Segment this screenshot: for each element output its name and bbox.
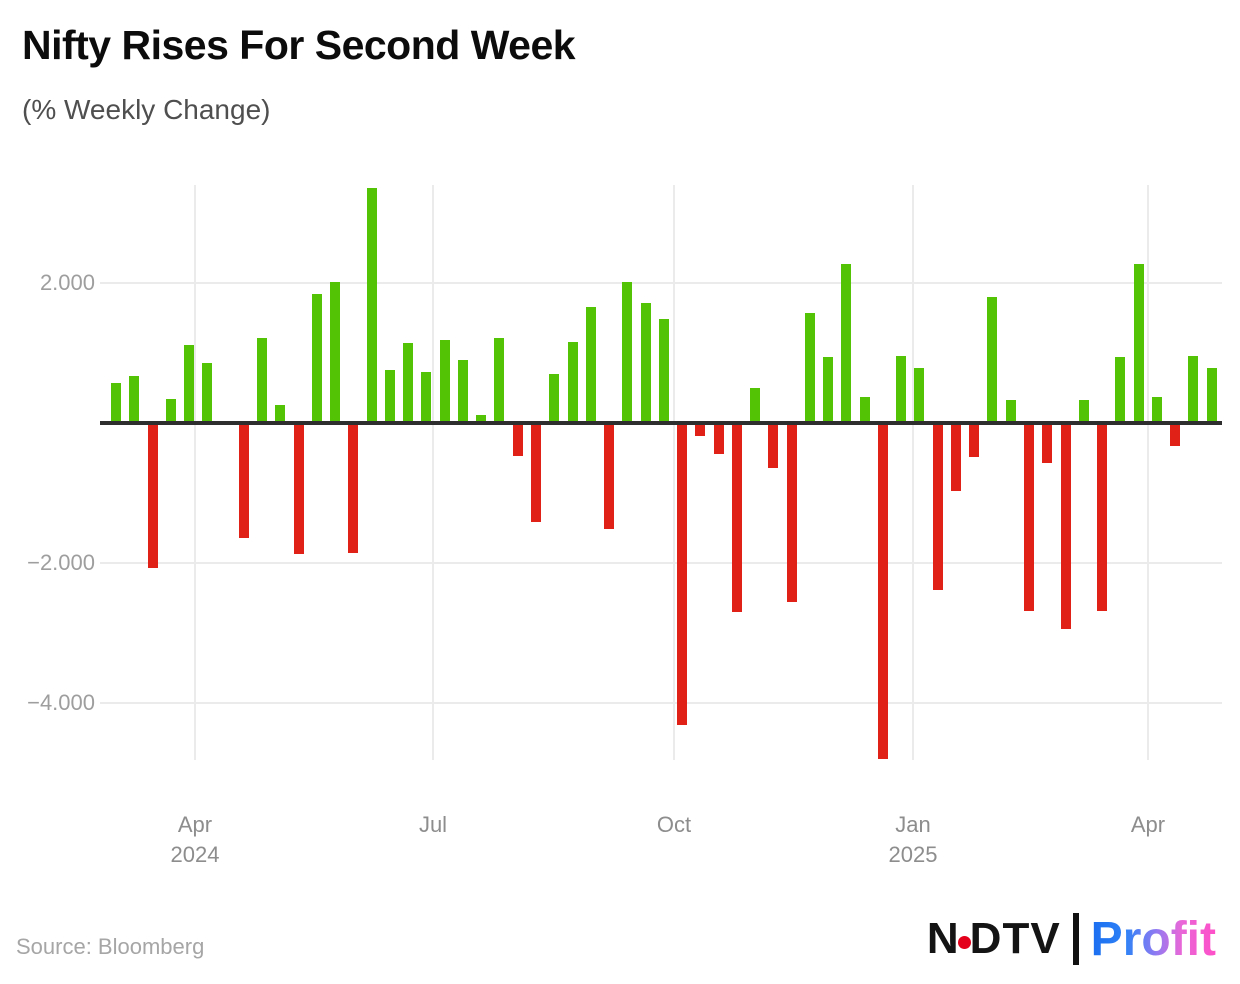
bar-week-2	[129, 376, 139, 423]
bar-week-37	[768, 423, 778, 468]
bar-week-56	[1115, 357, 1125, 423]
gridline-x-Apr	[1147, 185, 1149, 760]
gridline-x-Oct	[673, 185, 675, 760]
bar-week-44	[896, 356, 906, 423]
bar-week-48	[969, 423, 979, 457]
bar-week-26	[568, 342, 578, 423]
bar-week-24	[531, 423, 541, 522]
source-label: Source: Bloomberg	[16, 934, 205, 959]
logo-divider	[1072, 913, 1079, 965]
bar-week-17	[403, 343, 413, 423]
x-tick-month-Apr: Apr	[177, 812, 213, 837]
bar-week-51	[1024, 423, 1034, 611]
bar-week-53	[1061, 423, 1071, 629]
bar-week-21	[476, 415, 486, 423]
bar-week-3	[148, 423, 158, 568]
bar-week-49	[987, 297, 997, 423]
bar-week-47	[951, 423, 961, 491]
x-tick-Jan: Jan 2025	[843, 810, 983, 870]
x-tick-Jul: Jul	[363, 810, 503, 840]
y-tick-label-−4.000: −4.000	[27, 690, 95, 715]
x-tick-Oct: Oct	[604, 810, 744, 840]
bar-week-59	[1170, 423, 1180, 446]
bar-week-5	[184, 345, 194, 423]
bar-week-13	[330, 282, 340, 423]
bar-week-6	[202, 363, 212, 423]
bar-week-52	[1042, 423, 1052, 463]
bar-week-42	[860, 397, 870, 423]
bar-week-23	[513, 423, 523, 456]
bar-week-30	[641, 303, 651, 423]
bar-week-9	[257, 338, 267, 423]
bar-week-8	[239, 423, 249, 538]
bar-week-18	[421, 372, 431, 423]
bar-week-20	[458, 360, 468, 423]
bar-week-41	[841, 264, 851, 423]
x-tick-Apr: Apr 2024	[125, 810, 265, 870]
bar-week-33	[695, 423, 705, 436]
ndtv-red-dot-icon	[957, 935, 971, 949]
bar-week-19	[440, 340, 450, 423]
bar-week-36	[750, 388, 760, 423]
gridline-y-−2.000	[100, 562, 1222, 564]
gridline-x-Apr	[194, 185, 196, 760]
zero-axis-line	[100, 421, 1222, 425]
bar-week-14	[348, 423, 358, 553]
bar-week-50	[1006, 400, 1016, 423]
y-tick-label-−2.000: −2.000	[27, 550, 95, 575]
bar-week-45	[914, 368, 924, 423]
bar-week-10	[275, 405, 285, 423]
y-tick-label-2.000: 2.000	[39, 270, 95, 295]
ndtv-profit-logo: N DTV Profit	[927, 908, 1216, 970]
bar-week-61	[1207, 368, 1217, 423]
chart-title: Nifty Rises For Second Week	[22, 22, 576, 68]
bar-week-40	[823, 357, 833, 423]
bar-week-27	[586, 307, 596, 423]
bar-week-39	[805, 313, 815, 423]
bar-week-43	[878, 423, 888, 759]
ndtv-letter-n: N	[926, 914, 960, 963]
bar-week-35	[732, 423, 742, 612]
bar-week-38	[787, 423, 797, 602]
bar-week-55	[1097, 423, 1107, 611]
x-tick-month-Oct: Oct	[656, 812, 692, 837]
bar-week-22	[494, 338, 504, 423]
bar-week-58	[1152, 397, 1162, 423]
bar-week-1	[111, 383, 121, 423]
gridline-y-2.000	[100, 282, 1222, 284]
x-tick-month-Jul: Jul	[418, 812, 448, 837]
ndtv-wordmark: N DTV	[927, 914, 1061, 964]
bar-week-4	[166, 399, 176, 423]
chart-subtitle: (% Weekly Change)	[22, 94, 271, 125]
bar-week-28	[604, 423, 614, 529]
x-tick-year-2025: 2025	[888, 842, 938, 867]
x-tick-month-Jan: Jan	[895, 812, 931, 837]
bar-week-15	[367, 188, 377, 423]
x-tick-Apr: Apr	[1078, 810, 1218, 840]
bar-week-29	[622, 282, 632, 423]
plot-area	[100, 185, 1222, 760]
profit-wordmark: Profit	[1090, 912, 1216, 966]
bar-week-31	[659, 319, 669, 423]
x-tick-year-2024: 2024	[170, 842, 220, 867]
ndtv-letters-dtv: DTV	[969, 914, 1061, 963]
gridline-x-Jan	[912, 185, 914, 760]
gridline-x-Jul	[432, 185, 434, 760]
bar-week-57	[1134, 264, 1144, 423]
bar-week-34	[714, 423, 724, 454]
gridline-y-−4.000	[100, 702, 1222, 704]
bar-week-16	[385, 370, 395, 423]
x-tick-month-Apr: Apr	[1130, 812, 1166, 837]
bar-week-32	[677, 423, 687, 725]
bar-week-60	[1188, 356, 1198, 423]
bar-week-11	[294, 423, 304, 554]
bar-week-25	[549, 374, 559, 423]
bar-week-12	[312, 294, 322, 423]
bar-week-46	[933, 423, 943, 590]
bar-week-54	[1079, 400, 1089, 423]
